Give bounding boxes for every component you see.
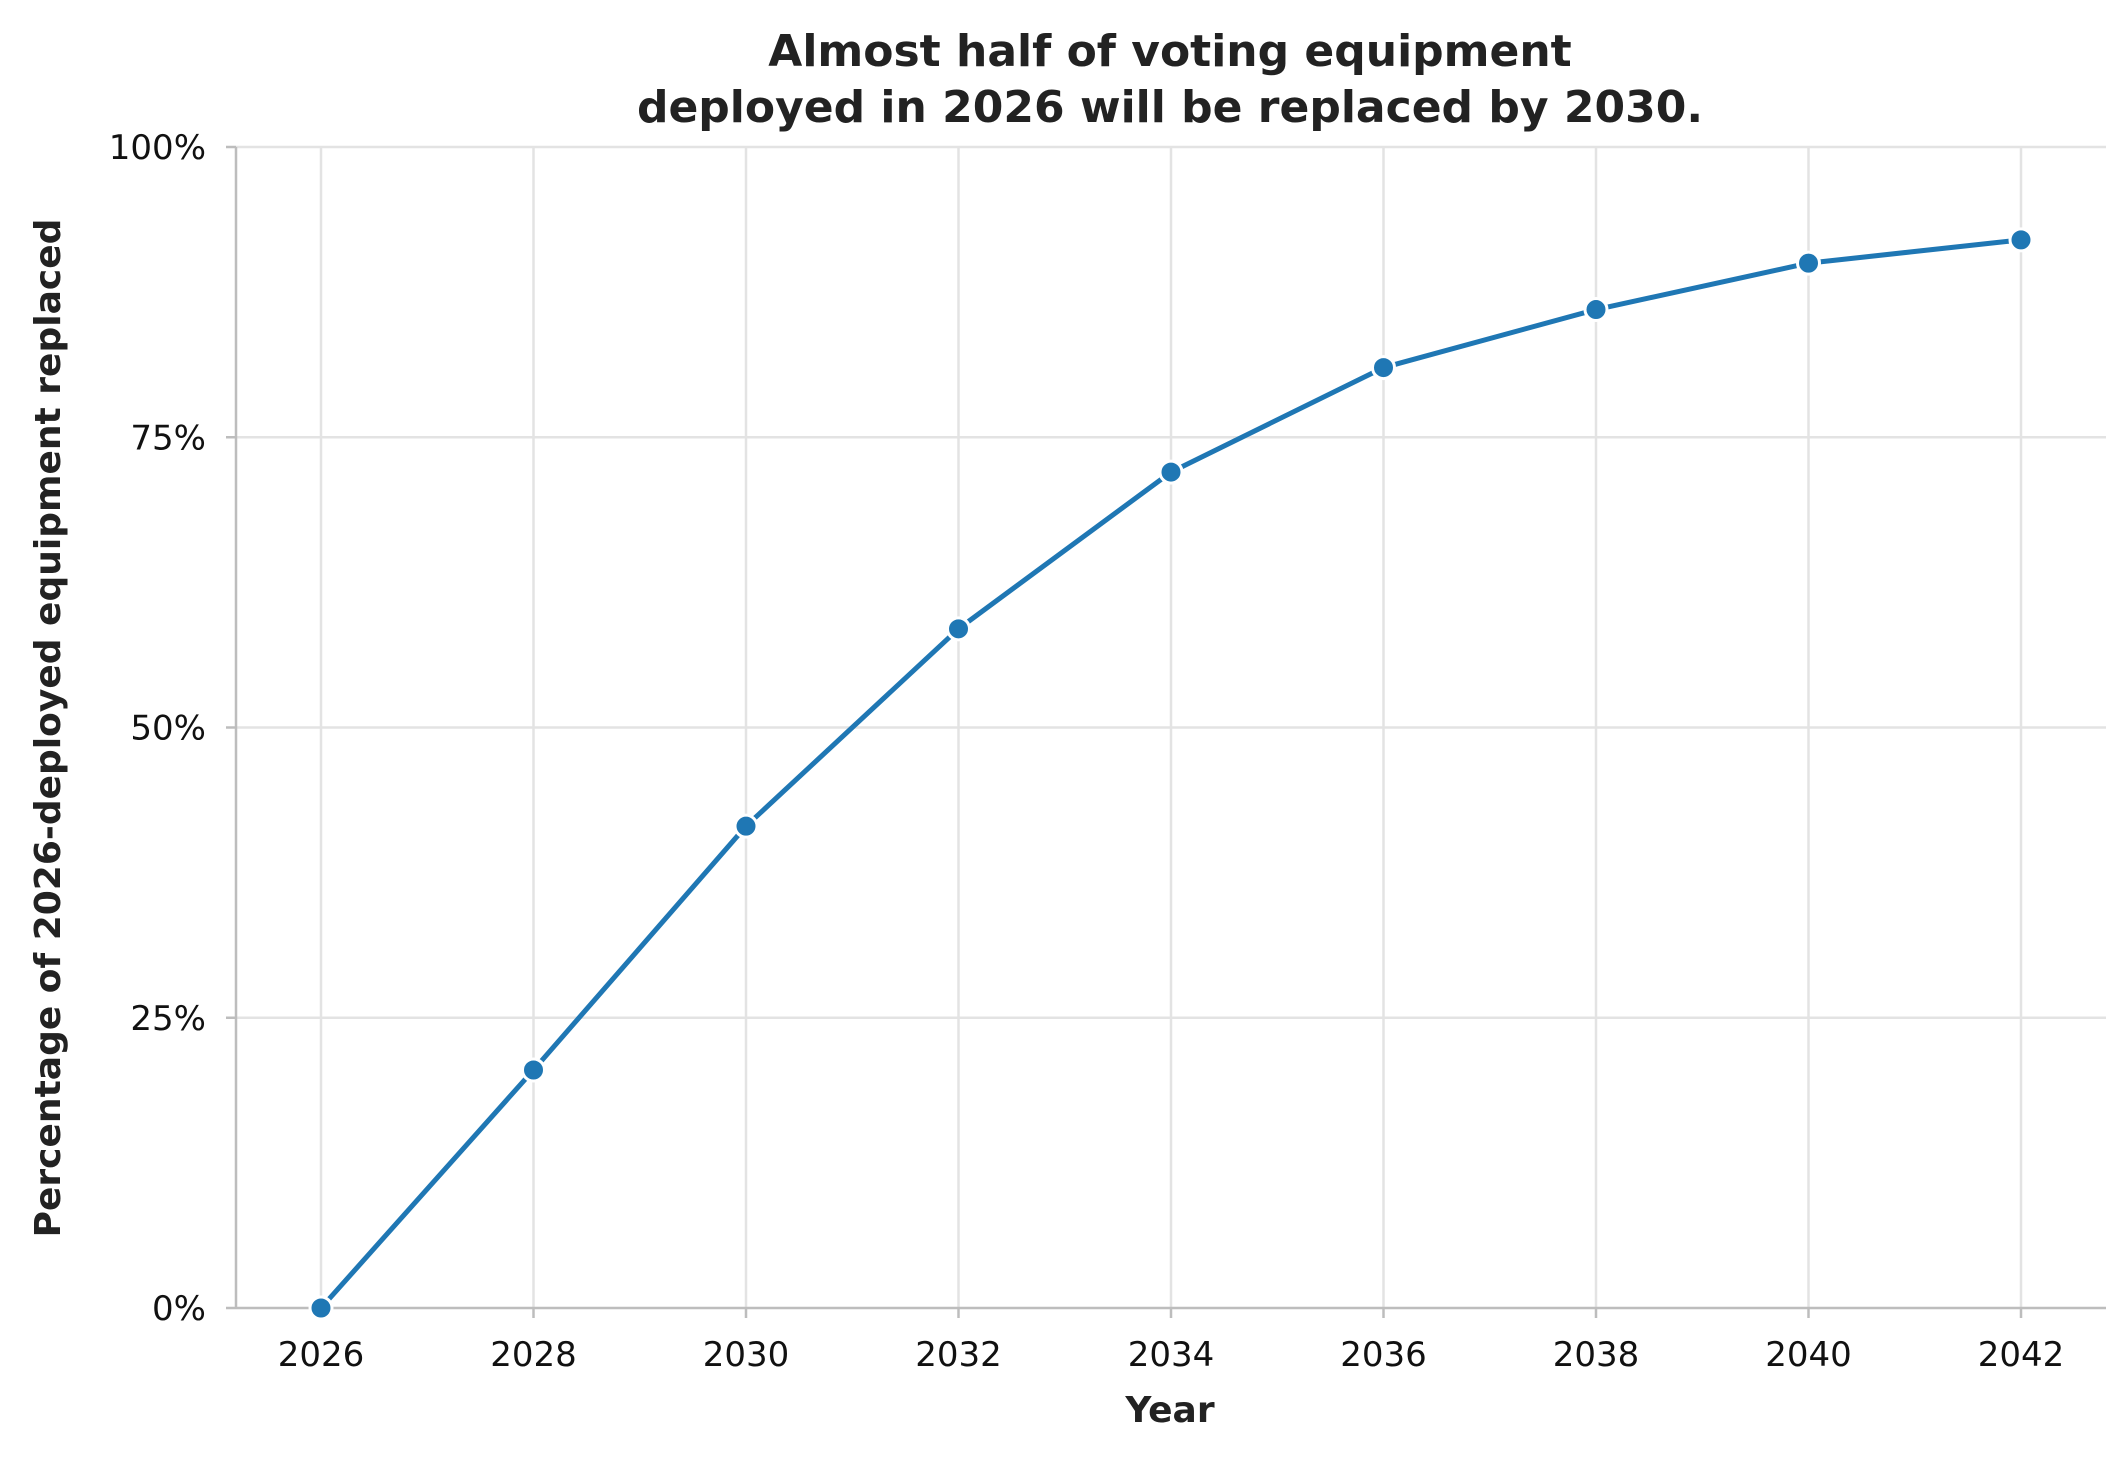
y-tick-label: 25% bbox=[130, 999, 206, 1039]
x-tick-label: 2032 bbox=[915, 1335, 1002, 1375]
data-point bbox=[308, 1295, 334, 1321]
data-point bbox=[521, 1057, 546, 1083]
y-axis-label: Percentage of 2026-deployed equipment re… bbox=[28, 219, 69, 1238]
y-tick-label: 100% bbox=[109, 128, 206, 168]
y-tick-label: 0% bbox=[152, 1289, 206, 1329]
x-tick-label: 2030 bbox=[703, 1335, 790, 1375]
x-tick-label: 2034 bbox=[1128, 1335, 1215, 1375]
y-tick-label: 75% bbox=[130, 418, 206, 458]
data-point bbox=[2008, 227, 2034, 253]
data-point bbox=[1158, 459, 1184, 485]
x-tick-label: 2036 bbox=[1340, 1335, 1427, 1375]
x-tick-label: 2042 bbox=[1978, 1335, 2065, 1375]
chart-title-line-2: deployed in 2026 will be replaced by 203… bbox=[637, 82, 1703, 133]
data-points bbox=[308, 227, 2034, 1321]
data-point bbox=[1796, 250, 1821, 276]
x-tick-label: 2040 bbox=[1765, 1335, 1852, 1375]
x-tick-label: 2038 bbox=[1553, 1335, 1640, 1375]
data-point bbox=[733, 813, 759, 839]
chart-title-line-1: Almost half of voting equipment bbox=[768, 26, 1571, 77]
axes bbox=[226, 145, 2106, 1318]
gridlines bbox=[236, 145, 2106, 1308]
y-tick-label: 50% bbox=[130, 709, 206, 749]
data-point bbox=[1371, 355, 1396, 381]
x-tick-label: 2026 bbox=[278, 1335, 365, 1375]
tick-labels: 2026 2028 2030 2032 2034 2036 2038 2040 2042 0% 25… bbox=[109, 128, 2064, 1375]
data-point bbox=[1583, 297, 1609, 323]
x-axis-label: Year bbox=[1124, 1390, 1214, 1431]
x-tick-label: 2028 bbox=[490, 1335, 577, 1375]
data-point bbox=[946, 616, 971, 642]
